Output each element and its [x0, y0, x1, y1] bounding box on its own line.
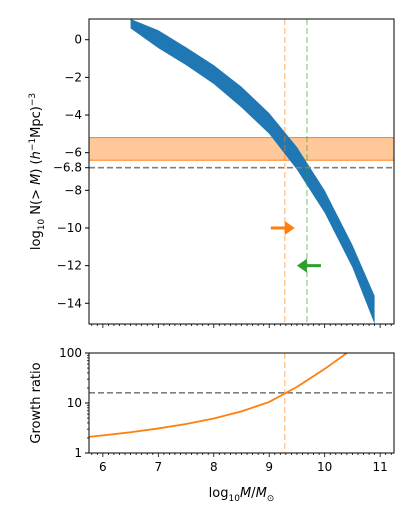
threshold-band [89, 137, 394, 161]
arrow-head-green [296, 258, 307, 273]
ylabel-h: h [29, 151, 44, 159]
top-axes-frame [88, 18, 395, 325]
ylabel-paren: ) ( [29, 159, 44, 173]
top-ytick-label: −8 [64, 183, 82, 197]
bottom-xtick-label: 7 [154, 460, 162, 474]
bottom-xtick-label: 9 [265, 460, 273, 474]
xlabel-slash: / [251, 486, 256, 501]
bottom-plot-area [89, 353, 394, 453]
xlabel-log: log [209, 486, 229, 501]
xlabel-sun: ⊙ [267, 494, 275, 504]
bottom-xtick-label: 11 [372, 460, 387, 474]
abundance-band [130, 19, 375, 324]
top-ytick-label: −2 [64, 70, 82, 84]
ylabel-log: log [29, 230, 44, 250]
top-plot-area [89, 19, 394, 324]
bottom-xtick-label: 8 [210, 460, 218, 474]
arrow-head-orange [284, 220, 295, 235]
top-ytick-label: −10 [57, 221, 82, 235]
top-ylabel: log10 N(> M) (h−1Mpc)−3 [28, 93, 47, 250]
bottom-xtick-label: 6 [99, 460, 107, 474]
xlabel-M-sun: M [256, 486, 267, 501]
top-panel: 0 −2 −4 −6 −8 −10 −12 −14 −6.8 log10 N(> M) (h−1M… [28, 18, 395, 328]
ylabel-N: N(> [29, 185, 44, 219]
ylabel-mpc: Mpc) [29, 106, 44, 138]
growth-line [89, 353, 348, 438]
bottom-ytick-label: 100 [59, 346, 82, 360]
bottom-axes-frame [88, 352, 395, 454]
top-ytick-label: −6 [64, 146, 82, 160]
bottom-xlabel: log10M/M⊙ [209, 486, 275, 504]
ylabel-exp-3: −3 [28, 93, 38, 106]
top-ytick-extra-label: −6.8 [53, 161, 82, 175]
top-ytick-label: −14 [57, 296, 82, 310]
top-ytick-label: −12 [57, 259, 82, 273]
top-ytick-label: −4 [64, 108, 82, 122]
ylabel-M: M [29, 174, 44, 185]
xlabel-sub10: 10 [229, 494, 241, 504]
ylabel-sub10: 10 [37, 219, 47, 231]
bottom-xtick-label: 10 [317, 460, 332, 474]
bottom-ylabel: Growth ratio [29, 362, 44, 443]
bottom-ytick-label: 10 [67, 396, 82, 410]
ylabel-exp-1: −1 [28, 138, 38, 151]
top-ytick-label: 0 [74, 33, 82, 47]
bottom-ytick-label: 1 [74, 446, 82, 460]
xlabel-M: M [240, 486, 251, 501]
